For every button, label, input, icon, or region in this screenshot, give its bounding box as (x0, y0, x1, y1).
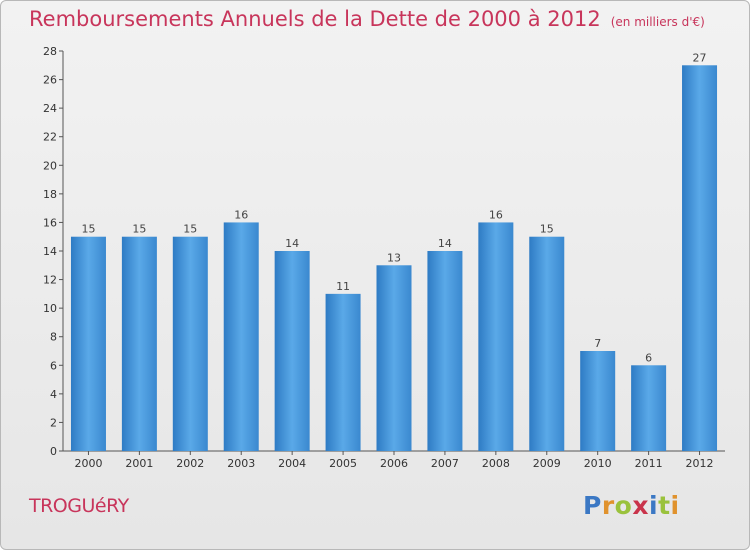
data-label: 13 (387, 251, 401, 264)
x-tick-label: 2006 (380, 457, 408, 470)
data-label: 6 (645, 351, 652, 364)
proxiti-logo: Proxiti (583, 491, 680, 520)
x-tick-label: 2007 (431, 457, 459, 470)
chart-unit: (en milliers d'€) (610, 15, 705, 29)
x-tick-label: 2002 (176, 457, 204, 470)
data-label: 16 (489, 208, 503, 221)
x-tick-label: 2000 (74, 457, 102, 470)
bar (631, 365, 667, 451)
y-tick-label: 22 (43, 131, 57, 144)
data-label: 15 (81, 223, 95, 236)
data-label: 14 (285, 237, 299, 250)
chart-title: Remboursements Annuels de la Dette de 20… (29, 7, 705, 31)
y-tick-label: 8 (50, 331, 57, 344)
x-tick-label: 2001 (125, 457, 153, 470)
y-tick-label: 12 (43, 274, 57, 287)
data-label: 15 (132, 223, 146, 236)
data-label: 14 (438, 237, 452, 250)
bar (223, 222, 259, 451)
bar (172, 236, 208, 451)
bar (376, 265, 412, 451)
x-tick-label: 2009 (533, 457, 561, 470)
y-tick-label: 24 (43, 102, 57, 115)
data-label: 15 (540, 223, 554, 236)
bar (478, 222, 514, 451)
bar (274, 251, 310, 451)
y-tick-label: 14 (43, 245, 57, 258)
bar (70, 236, 106, 451)
y-tick-label: 0 (50, 445, 57, 458)
y-tick-label: 2 (50, 416, 57, 429)
x-tick-label: 2011 (635, 457, 663, 470)
bar (580, 351, 616, 451)
y-tick-label: 6 (50, 359, 57, 372)
bar (682, 65, 718, 452)
x-tick-label: 2012 (686, 457, 714, 470)
data-label: 15 (183, 223, 197, 236)
x-tick-label: 2003 (227, 457, 255, 470)
data-label: 11 (336, 280, 350, 293)
bar (529, 236, 565, 451)
y-tick-label: 16 (43, 216, 57, 229)
y-tick-label: 20 (43, 159, 57, 172)
y-tick-label: 10 (43, 302, 57, 315)
data-label: 7 (594, 337, 601, 350)
y-tick-label: 18 (43, 188, 57, 201)
y-tick-label: 26 (43, 74, 57, 87)
y-tick-label: 4 (50, 388, 57, 401)
data-label: 16 (234, 208, 248, 221)
chart-title-text: Remboursements Annuels de la Dette de 20… (29, 7, 601, 31)
bar (427, 251, 463, 451)
x-tick-label: 2010 (584, 457, 612, 470)
bar (121, 236, 157, 451)
data-label: 27 (693, 51, 707, 64)
x-tick-label: 2004 (278, 457, 306, 470)
x-tick-label: 2005 (329, 457, 357, 470)
y-tick-label: 28 (43, 45, 57, 58)
commune-name: TROGUéRY (29, 495, 129, 517)
x-tick-label: 2008 (482, 457, 510, 470)
bar (325, 293, 361, 451)
